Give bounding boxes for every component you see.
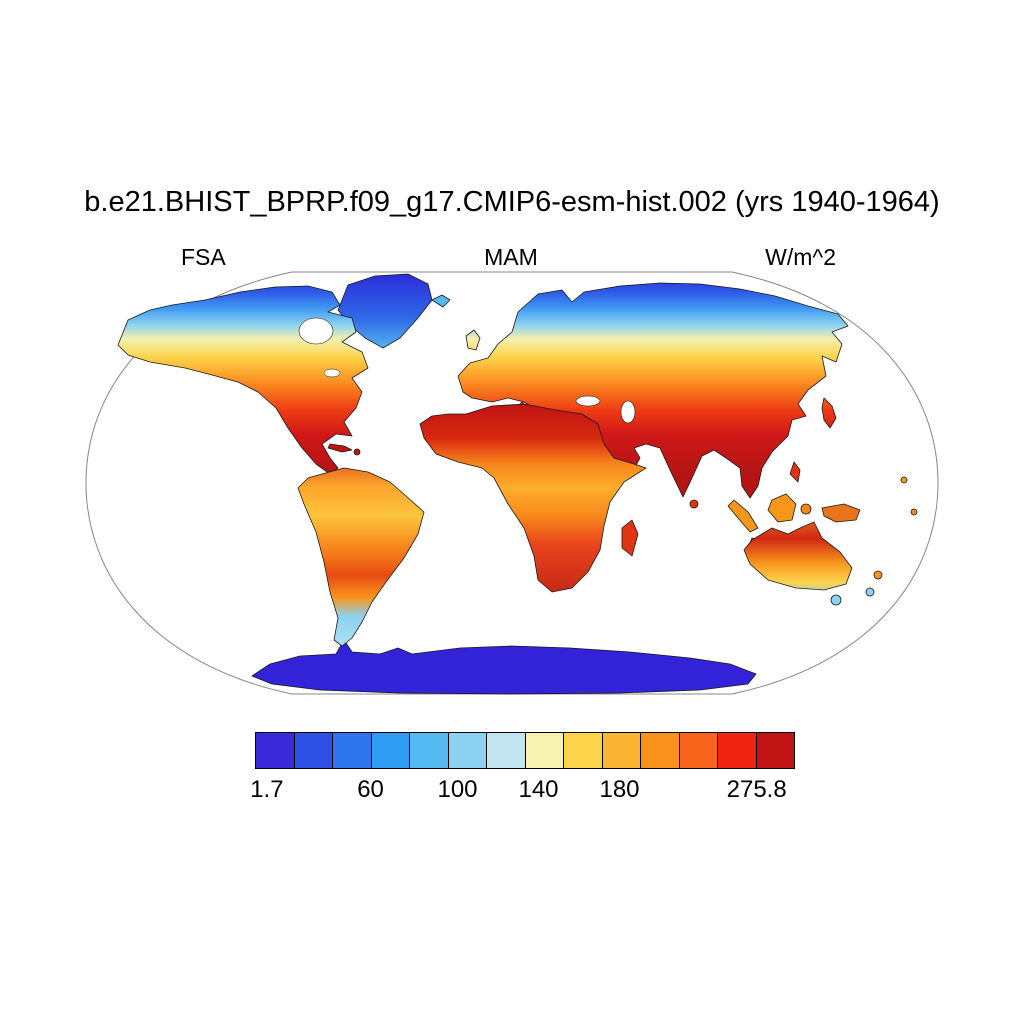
island-iceland <box>431 294 451 308</box>
island-sumatra <box>727 499 759 533</box>
island-hispaniola <box>353 448 361 456</box>
colorbar-cell <box>563 733 602 768</box>
colorbar <box>255 732 795 769</box>
hudson-bay <box>298 317 334 345</box>
pacific-island-2 <box>910 508 918 516</box>
colorbar-cell <box>370 733 409 768</box>
world-map <box>85 271 939 695</box>
island-tasmania <box>830 594 842 606</box>
colorbar-cell <box>678 733 717 768</box>
units-label: W/m^2 <box>765 244 836 270</box>
island-sulawesi <box>800 503 812 515</box>
island-sri-lanka <box>689 499 699 509</box>
colorbar-cell <box>293 733 332 768</box>
island-madagascar <box>621 519 639 557</box>
island-japan <box>821 397 837 429</box>
island-borneo <box>767 493 797 523</box>
continent-australia <box>743 521 853 591</box>
colorbar-cell <box>332 733 371 768</box>
great-lakes <box>323 368 341 378</box>
colorbar-cell <box>717 733 756 768</box>
colorbar-cell <box>755 733 794 768</box>
island-cuba <box>327 443 353 453</box>
plot-title: b.e21.BHIST_BPRP.f09_g17.CMIP6-esm-hist.… <box>84 186 940 218</box>
island-new-guinea <box>821 503 861 523</box>
black-sea <box>575 395 601 407</box>
colorbar-tick-label: 60 <box>357 776 384 803</box>
island-philippines <box>789 461 801 483</box>
island-new-zealand-north <box>873 570 883 580</box>
colorbar-cell <box>409 733 448 768</box>
colorbar-cell <box>486 733 525 768</box>
colorbar-cell <box>640 733 679 768</box>
colorbar-cell <box>256 733 294 768</box>
colorbar-cell <box>524 733 563 768</box>
continent-greenland <box>337 273 433 349</box>
pacific-island-1 <box>900 476 908 484</box>
colorbar-tick-label: 100 <box>437 776 478 803</box>
colorbar-tick-label: 275.8 <box>726 776 787 803</box>
season-label: MAM <box>484 244 538 270</box>
colorbar-tick-label: 1.7 <box>250 776 284 803</box>
colorbar-cell <box>601 733 640 768</box>
island-new-zealand-south <box>865 587 875 597</box>
colorbar-tick-label: 180 <box>599 776 640 803</box>
island-britain <box>465 329 481 351</box>
colorbar-tick-label: 140 <box>518 776 559 803</box>
colorbar-cell <box>447 733 486 768</box>
continent-south-america <box>297 467 425 647</box>
caspian-sea <box>620 400 636 424</box>
variable-label: FSA <box>181 244 226 270</box>
continent-africa <box>419 403 647 593</box>
colorbar-ticks: 1.7 60 100 140 180 275.8 <box>250 776 795 808</box>
